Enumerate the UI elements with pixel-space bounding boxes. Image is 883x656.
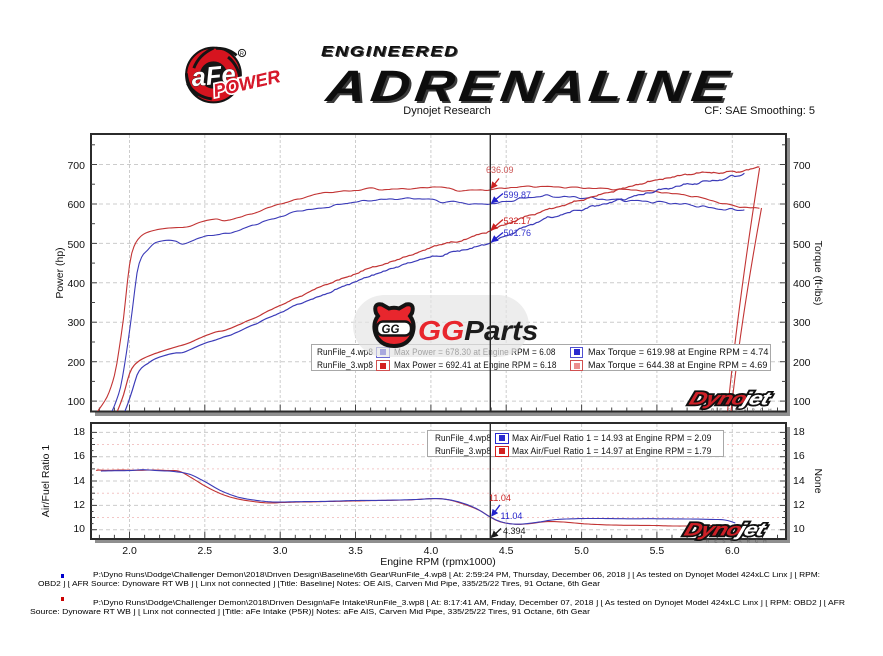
svg-text:jet: jet bbox=[737, 389, 774, 409]
svg-text:RESEARCH: RESEARCH bbox=[706, 538, 772, 543]
svg-text:GGParts: GGParts bbox=[418, 316, 538, 347]
svg-text:Dyno: Dyno bbox=[682, 520, 745, 540]
svg-text:Dyno: Dyno bbox=[682, 520, 745, 540]
svg-text:Dyno: Dyno bbox=[687, 389, 750, 409]
svg-text:RESEARCH: RESEARCH bbox=[711, 407, 777, 412]
svg-text:GG: GG bbox=[382, 324, 400, 336]
svg-text:R: R bbox=[240, 52, 244, 58]
svg-text:jet: jet bbox=[732, 520, 769, 540]
svg-text:jet: jet bbox=[737, 389, 774, 409]
svg-text:Dyno: Dyno bbox=[687, 389, 750, 409]
svg-text:aFe: aFe bbox=[190, 61, 236, 93]
svg-text:jet: jet bbox=[732, 520, 769, 540]
